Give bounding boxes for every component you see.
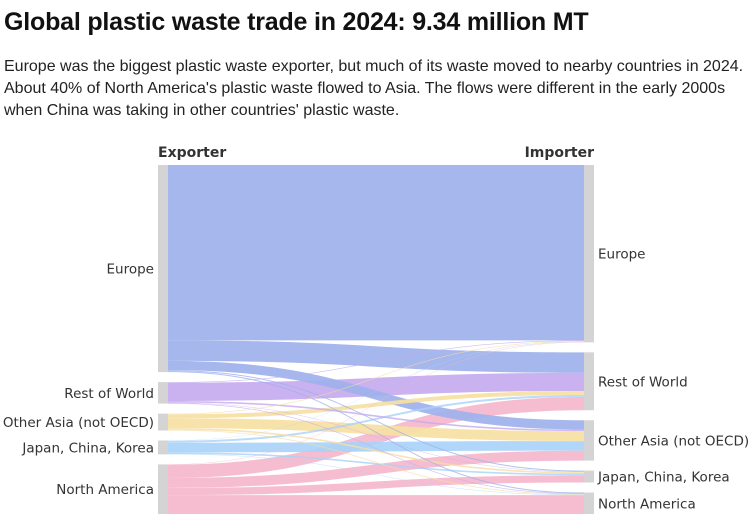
link-other-asia-not-oecd-to-other-asia-not-oecd [168, 418, 584, 442]
source-node-north-america [158, 464, 168, 514]
target-node-japan-china-korea [584, 470, 594, 483]
link-rest-of-world-to-other-asia-not-oecd [168, 400, 584, 432]
source-label-other-asia-not-oecd: Other Asia (not OECD) [3, 415, 154, 431]
target-label-europe: Europe [598, 247, 645, 263]
link-north-america-to-europe [168, 342, 584, 465]
link-rest-of-world-to-north-america [168, 402, 584, 495]
sankey-links [168, 165, 584, 514]
source-label-europe: Europe [107, 262, 154, 278]
target-node-rest-of-world [584, 352, 594, 411]
target-node-other-asia-not-oecd [584, 420, 594, 461]
source-label-japan-china-korea: Japan, China, Korea [21, 440, 154, 456]
link-japan-china-korea-to-north-america [168, 454, 584, 496]
link-japan-china-korea-to-europe [168, 341, 584, 441]
link-europe-to-japan-china-korea [168, 370, 584, 472]
link-other-asia-not-oecd-to-rest-of-world [168, 391, 584, 419]
link-japan-china-korea-to-japan-china-korea [168, 452, 584, 476]
sankey-nodes: Europe Rest of World Other Asia (not OECD)… [3, 165, 749, 514]
link-rest-of-world-to-japan-china-korea [168, 402, 584, 472]
source-label-rest-of-world: Rest of World [64, 386, 154, 402]
source-node-other-asia-not-oecd [158, 413, 168, 431]
link-other-asia-not-oecd-to-europe [168, 341, 584, 415]
target-label-japan-china-korea: Japan, China, Korea [597, 470, 730, 486]
link-europe-to-north-america [168, 371, 584, 494]
link-north-america-to-north-america [168, 495, 584, 514]
source-node-rest-of-world [158, 382, 168, 404]
source-label-north-america: North America [56, 482, 154, 498]
link-japan-china-korea-to-rest-of-world [168, 395, 584, 443]
link-rest-of-world-to-rest-of-world [168, 372, 584, 401]
chart-title: Global plastic waste trade in 2024: 9.34… [4, 8, 589, 36]
source-node-europe [158, 165, 168, 373]
link-rest-of-world-to-europe [168, 340, 584, 383]
link-other-asia-not-oecd-to-japan-china-korea [168, 428, 584, 474]
exporter-header: Exporter [158, 145, 226, 161]
link-japan-china-korea-to-other-asia-not-oecd [168, 441, 584, 453]
target-label-rest-of-world: Rest of World [598, 374, 688, 390]
target-label-north-america: North America [598, 496, 696, 512]
link-other-asia-not-oecd-to-north-america [168, 429, 584, 495]
source-node-japan-china-korea [158, 440, 168, 455]
target-node-europe [584, 165, 594, 343]
link-europe-to-rest-of-world [168, 340, 584, 373]
target-label-other-asia-not-oecd: Other Asia (not OECD) [598, 433, 749, 449]
importer-header: Importer [525, 145, 595, 161]
target-node-north-america [584, 492, 594, 514]
link-europe-to-europe [168, 165, 584, 341]
chart-subtitle: Europe was the biggest plastic waste exp… [4, 58, 744, 119]
link-europe-to-other-asia-not-oecd [168, 360, 584, 430]
